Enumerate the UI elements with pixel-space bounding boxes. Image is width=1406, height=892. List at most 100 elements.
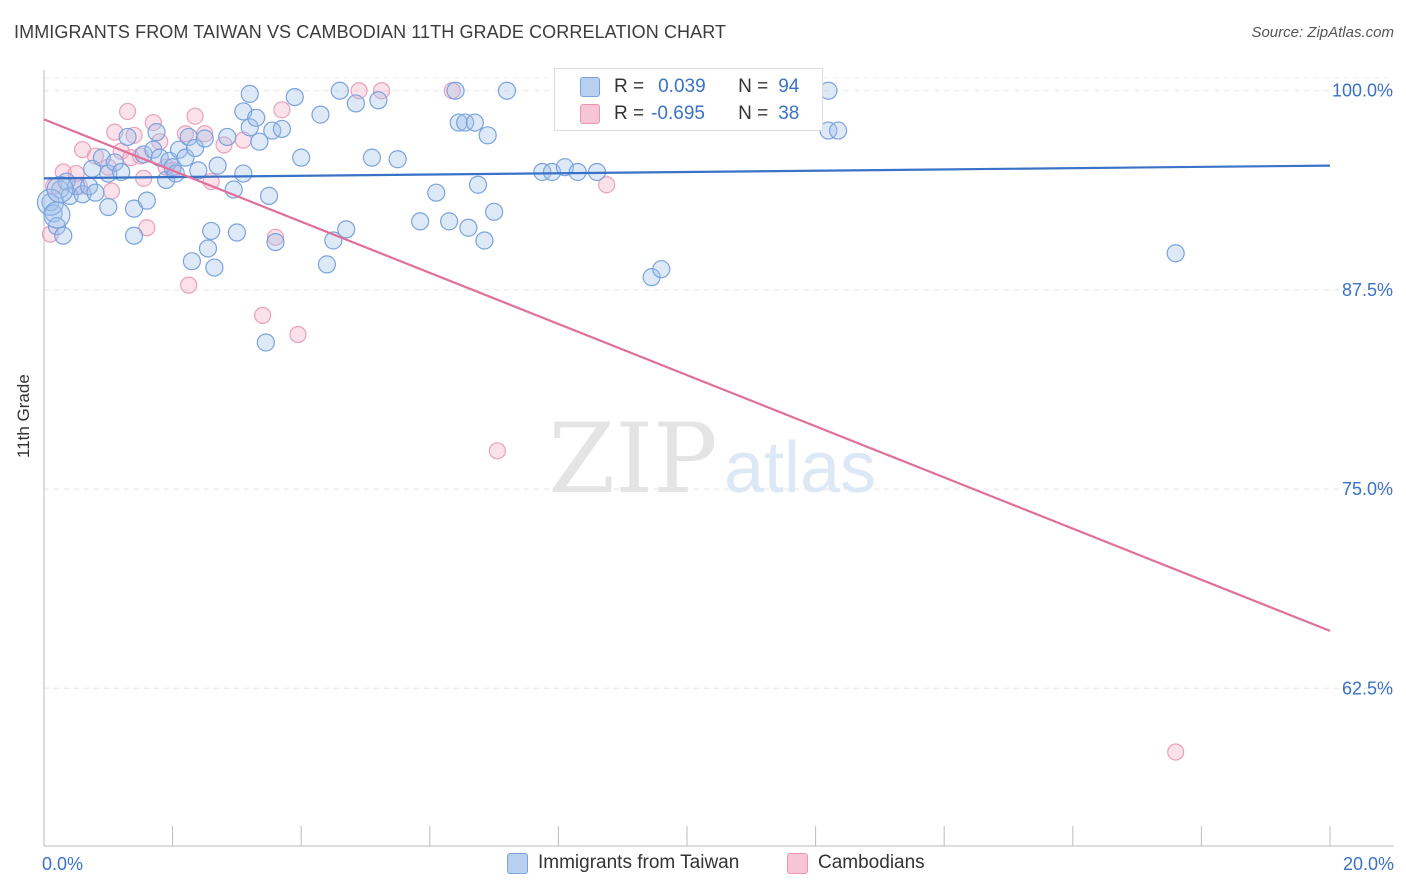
taiwan-point	[189, 161, 208, 180]
taiwan-point	[449, 113, 468, 132]
taiwan-point	[497, 81, 517, 100]
taiwan-point	[337, 220, 356, 239]
taiwan-point	[468, 175, 488, 194]
taiwan-point	[124, 226, 144, 245]
taiwan-point	[218, 127, 237, 147]
cambodians-point	[118, 102, 137, 121]
legend-row-taiwan: R = 0.039 N = 94	[580, 74, 799, 100]
taiwan-point	[86, 183, 105, 202]
cambodians-point	[1167, 743, 1185, 761]
cambodians-point	[138, 219, 156, 237]
taiwan-point	[533, 162, 552, 182]
taiwan-point	[54, 226, 73, 245]
taiwan-point	[47, 217, 66, 236]
bottom-legend-cambodians: Cambodians	[787, 852, 925, 874]
taiwan-point	[439, 212, 459, 231]
y-tick-label: 75.0%	[1342, 479, 1393, 499]
legend-swatch-taiwan	[580, 77, 600, 97]
taiwan-point	[446, 81, 465, 100]
taiwan-point	[147, 123, 166, 142]
taiwan-point	[388, 150, 407, 169]
cambodians-point	[372, 82, 391, 100]
cambodians-trend-line	[43, 118, 1331, 632]
taiwan-point	[369, 91, 388, 110]
taiwan-point	[362, 148, 382, 167]
taiwan-point	[227, 223, 246, 242]
cambodians-point	[180, 276, 198, 294]
bottom-legend-label-taiwan: Immigrants from Taiwan	[538, 852, 740, 873]
taiwan-point	[202, 221, 221, 241]
taiwan-point	[478, 126, 497, 145]
taiwan-point	[427, 183, 446, 202]
cambodians-point	[186, 107, 204, 125]
axes	[43, 70, 1394, 847]
legend-n-value: 38	[778, 103, 800, 124]
cambodians-point	[488, 442, 506, 460]
legend-r-value: -0.695	[651, 103, 705, 124]
taiwan-point	[311, 105, 330, 124]
cambodians-point	[102, 182, 121, 200]
taiwan-point	[137, 191, 156, 210]
taiwan-point	[475, 231, 494, 250]
taiwan-trend-line	[43, 164, 1331, 180]
legend-n-label: N =	[738, 103, 769, 124]
legend-n-value: 94	[778, 76, 800, 97]
taiwan-point	[198, 239, 218, 258]
taiwan-point	[240, 118, 259, 137]
taiwan-point	[247, 108, 266, 127]
taiwan-point	[43, 201, 71, 229]
y-axis-label: 11th Grade	[14, 374, 33, 458]
taiwan-point	[652, 260, 671, 279]
cambodians-point	[176, 125, 195, 143]
source-label: Source: ZipAtlas.com	[1251, 24, 1394, 41]
taiwan-point	[179, 127, 198, 147]
legend-r-value: 0.039	[658, 76, 706, 97]
taiwan-point	[46, 175, 74, 204]
taiwan-point	[411, 212, 430, 231]
taiwan-point	[176, 148, 195, 167]
taiwan-point	[195, 129, 214, 148]
x-tick-label: 20.0%	[1343, 854, 1394, 874]
cambodians-point	[273, 101, 291, 119]
y-tick-label: 62.5%	[1342, 678, 1393, 698]
taiwan-point	[829, 121, 848, 140]
cambodians-point	[254, 306, 272, 324]
taiwan-point	[118, 127, 137, 147]
x-tick-label: 0.0%	[42, 854, 83, 874]
trend-lines	[43, 118, 1331, 632]
legend-n-label: N =	[738, 76, 769, 97]
cambodians-point	[144, 113, 162, 132]
taiwan-point	[485, 202, 504, 221]
taiwan-point	[285, 87, 304, 107]
taiwan-point	[205, 258, 224, 277]
taiwan-point	[112, 162, 131, 182]
bottom-legend-swatch-taiwan	[507, 852, 528, 874]
taiwan-point	[330, 81, 349, 100]
tick-labels: 100.0% 87.5% 75.0% 62.5% 0.0% 20.0%	[42, 81, 1394, 874]
cambodians-point	[289, 325, 307, 344]
taiwan-point	[292, 148, 311, 167]
legend-row-cambodians: R = -0.695 N = 38	[580, 101, 799, 127]
taiwan-point	[259, 186, 279, 205]
taiwan-point	[250, 132, 269, 151]
chart-title: IMMIGRANTS FROM TAIWAN VS CAMBODIAN 11TH…	[14, 22, 727, 42]
bottom-legend-label-cambodians: Cambodians	[818, 852, 925, 873]
taiwan-point	[186, 138, 205, 158]
watermark-atlas: atlas	[724, 428, 876, 508]
taiwan-point	[240, 84, 259, 104]
taiwan-point	[208, 156, 227, 175]
taiwan-point	[99, 197, 118, 217]
taiwan-point	[272, 119, 292, 139]
taiwan-point	[456, 113, 475, 132]
legend-r-label: R =	[614, 76, 645, 97]
bottom-legend-swatch-cambodians	[787, 852, 808, 874]
taiwan-point	[256, 333, 275, 352]
watermark: ZIP atlas	[548, 403, 876, 515]
legend-r-label: R =	[614, 103, 645, 124]
taiwan-point	[182, 252, 201, 271]
taiwan-point	[105, 153, 124, 172]
taiwan-point	[346, 94, 365, 113]
bottom-legend-taiwan: Immigrants from Taiwan	[507, 852, 739, 874]
taiwan-point	[459, 218, 478, 237]
cambodians-point	[266, 228, 285, 246]
